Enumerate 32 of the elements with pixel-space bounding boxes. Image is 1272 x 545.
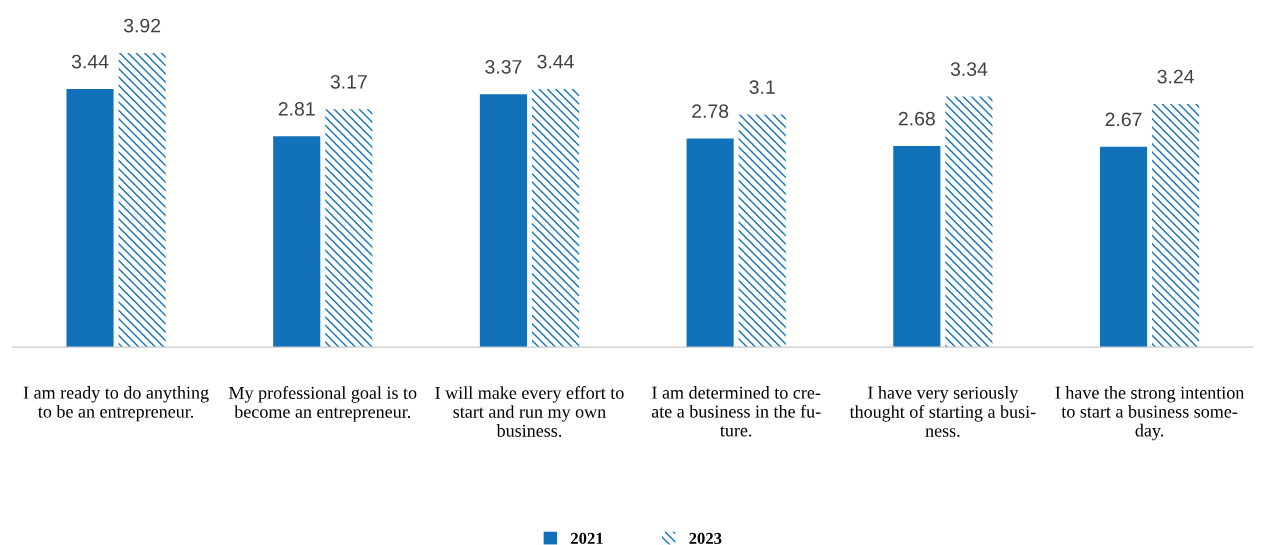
bar (273, 136, 321, 348)
bar (1099, 146, 1148, 348)
bar (893, 146, 941, 348)
bar (686, 138, 734, 348)
bar (118, 52, 166, 348)
data-label: 2.81 (278, 101, 315, 116)
bar (531, 88, 580, 348)
bar (1152, 103, 1200, 348)
data-label: 2.67 (1105, 112, 1142, 127)
bar (738, 114, 786, 348)
x-tick-label: I am ready to do anything to be an entrepreneur. (23, 386, 209, 422)
x-tick-label: I am determined to cre- ate a business in the fu- ture. (651, 386, 821, 437)
data-label: 2.78 (692, 104, 729, 119)
data-label: 3.1 (749, 80, 775, 94)
data-label: 3.17 (330, 74, 367, 89)
data-label: 3.92 (123, 18, 161, 33)
legend-label: 2023 (689, 532, 722, 545)
x-tick-label: My professional goal is to become an entrepreneur. (229, 386, 417, 422)
data-label: 3.24 (1157, 69, 1194, 84)
data-label: 3.34 (950, 62, 988, 76)
x-tick-label: I have the strong intention to start a business some- day. (1055, 386, 1245, 441)
bar (945, 96, 993, 348)
bar (479, 94, 527, 348)
legend-label: 2021 (571, 532, 603, 545)
bar (325, 109, 373, 348)
x-tick-label: I have very seriously thought of starting a busi- ness. (849, 386, 1036, 437)
x-tick-label: I will make every effort to start and run my own business. (435, 386, 624, 437)
data-label: 3.44 (537, 54, 574, 69)
data-label: 3.37 (485, 59, 522, 74)
data-label: 2.68 (898, 111, 935, 126)
data-label: 3.44 (71, 54, 109, 69)
bar (66, 88, 114, 348)
